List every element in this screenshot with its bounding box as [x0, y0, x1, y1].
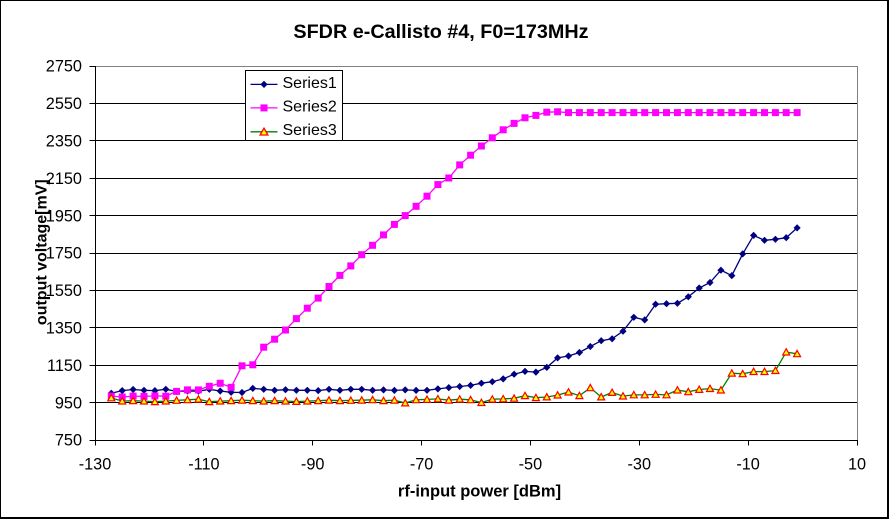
svg-text:-50: -50 — [519, 456, 543, 474]
svg-text:10: 10 — [848, 456, 866, 474]
svg-text:1150: 1150 — [47, 357, 82, 375]
svg-text:output voltage[mV]: output voltage[mV] — [34, 179, 51, 325]
svg-text:950: 950 — [55, 394, 82, 412]
svg-text:1950: 1950 — [46, 207, 82, 225]
svg-text:Series2: Series2 — [283, 99, 337, 116]
svg-text:750: 750 — [55, 432, 82, 450]
svg-text:2150: 2150 — [46, 170, 82, 188]
svg-text:1750: 1750 — [46, 245, 82, 263]
svg-text:-30: -30 — [628, 456, 652, 474]
svg-text:Series3: Series3 — [283, 122, 337, 139]
svg-text:1550: 1550 — [46, 282, 82, 300]
svg-text:2350: 2350 — [46, 133, 82, 151]
svg-text:SFDR e-Callisto #4, F0=173MHz: SFDR e-Callisto #4, F0=173MHz — [293, 21, 588, 43]
svg-text:1350: 1350 — [46, 320, 82, 338]
svg-text:-10: -10 — [736, 456, 760, 474]
svg-text:2750: 2750 — [46, 58, 82, 76]
svg-text:-110: -110 — [188, 456, 219, 474]
svg-text:-90: -90 — [301, 456, 325, 474]
svg-text:-70: -70 — [410, 456, 434, 474]
svg-text:-130: -130 — [79, 456, 112, 474]
svg-text:rf-input power [dBm]: rf-input power [dBm] — [398, 483, 561, 501]
svg-text:Series1: Series1 — [283, 75, 337, 92]
svg-text:2550: 2550 — [46, 95, 82, 113]
